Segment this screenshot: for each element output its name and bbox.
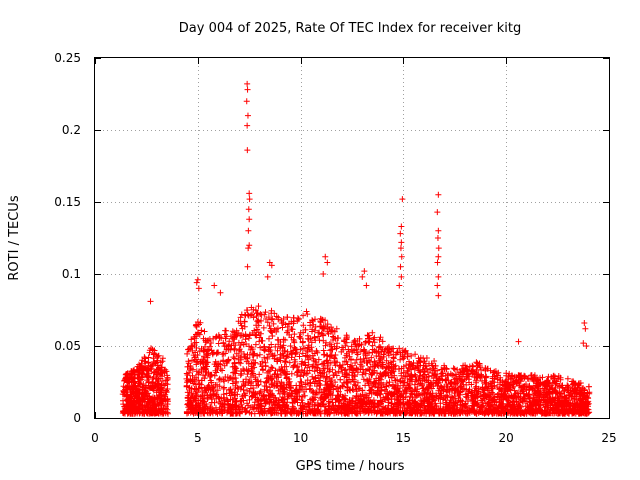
scatter-point [397,230,404,237]
y-axis-label: ROTI / TECUs [7,195,22,280]
scatter-points [147,80,590,349]
scatter-point [244,86,251,93]
scatter-point [363,282,370,289]
scatter-point [398,273,405,280]
scatter-point [195,285,202,292]
scatter-point [397,263,404,270]
scatter-point [194,276,201,283]
scatter-point [435,253,442,260]
scatter-cloud-segment [159,355,171,417]
scatter-point [322,253,329,260]
y-tick-label: 0.15 [54,195,81,209]
scatter-point [434,259,441,266]
plot-frame [94,57,610,419]
x-tick-label: 15 [396,431,411,445]
scatter-point [583,343,590,349]
scatter-point [245,227,252,234]
scatter-point [398,239,405,246]
x-tick-label: 10 [293,431,308,445]
scatter-point [435,292,442,299]
y-tick-label: 0.1 [62,267,81,281]
scatter-point [246,216,253,223]
scatter-point [398,253,405,260]
scatter-point [264,273,271,280]
x-tick-label: 0 [91,431,99,445]
scatter-point [244,80,251,87]
scatter-point [246,190,253,197]
scatter-point [398,223,405,230]
x-tick-label: 20 [499,431,514,445]
scatter-point [320,271,327,277]
scatter-point [582,325,589,332]
scatter-point [217,289,224,296]
scatter-cloud-segment [183,303,593,417]
scatter-point [246,242,253,249]
x-tick-label: 5 [194,431,202,445]
chart-title: Day 004 of 2025, Rate Of TEC Index for r… [179,21,521,36]
scatter-point [580,340,587,347]
scatter-point [397,245,404,252]
scatter-cloud [119,303,593,417]
scatter-point [435,227,442,234]
scatter-point [435,273,442,280]
scatter-point [434,209,441,216]
y-tick-label: 0.05 [54,339,81,353]
x-tick-label: 25 [601,431,616,445]
scatter-point [211,282,218,289]
scatter-point [244,112,251,119]
scatter-point [435,191,442,198]
scatter-point [244,147,251,154]
scatter-point [396,282,403,289]
scatter-point [193,279,200,286]
x-axis-label: GPS time / hours [296,459,405,474]
scatter-point [147,298,154,305]
scatter-point [434,282,441,289]
scatter-point [359,273,366,280]
scatter-point [245,245,252,252]
scatter-cloud-segment [119,345,165,417]
scatter-point [244,122,251,129]
scatter-point [246,196,253,203]
y-tick-label: 0.2 [62,123,81,137]
y-tick-label: 0.25 [54,51,81,65]
scatter-point [435,245,442,252]
scatter-point [361,268,368,275]
scatter-point [515,338,522,345]
scatter-point [324,259,331,266]
scatter-point [244,263,251,270]
scatter-point [268,262,275,269]
y-tick-label: 0 [73,411,81,425]
scatter-point [399,196,406,203]
axis-ticks: 0 5 10 15 20 25 0 0.05 0.1 0.15 0.2 0.25 [54,51,616,445]
scatter-point [581,319,588,326]
scatter-point [434,235,441,241]
scatter-point [245,206,252,213]
scatter-point [243,98,250,105]
